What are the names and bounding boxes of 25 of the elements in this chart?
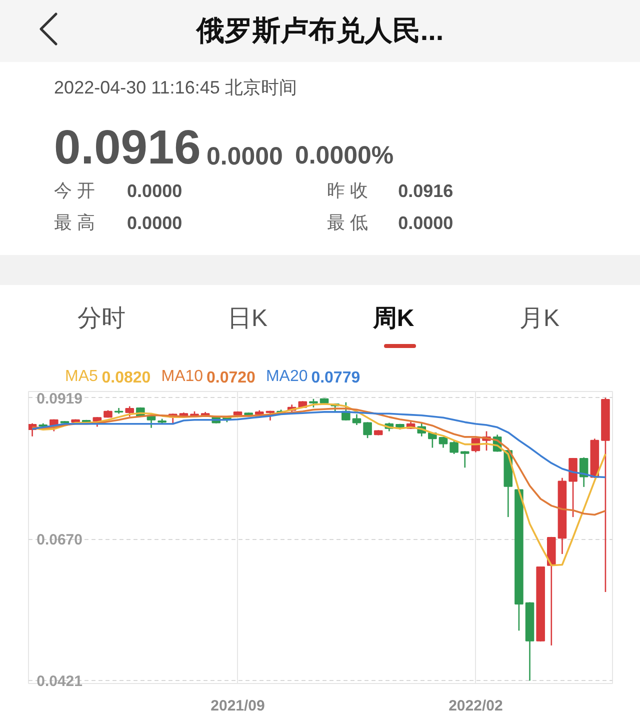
- text: 日K: [227, 305, 268, 332]
- text: 昨 收: [326, 180, 368, 200]
- x-tick-label: 2022/02: [448, 698, 503, 714]
- y-tick-label: 0.0421: [36, 673, 83, 690]
- text: 0.0000: [206, 142, 283, 170]
- text: 0.0916: [54, 122, 201, 174]
- text: 0.0916: [398, 181, 454, 201]
- text: 最 低: [326, 212, 368, 232]
- text: 周K: [372, 305, 415, 332]
- text: 0.0000: [127, 213, 182, 233]
- series-label: MA10 0.0720: [161, 368, 256, 386]
- y-tick-label: 0.0919: [36, 390, 83, 408]
- text: 今 开: [54, 180, 96, 200]
- x-tick-label: 2021/09: [210, 698, 265, 714]
- series-label: MA20 0.0779: [266, 368, 360, 386]
- chart-subtitle: 2022-04-30 11:16:45 北京时间: [54, 78, 297, 98]
- chart-title: 俄罗斯卢布兑人民...: [196, 14, 444, 48]
- y-tick-label: 0.0670: [36, 532, 83, 549]
- series-label: MA5 0.0820: [65, 368, 151, 386]
- text: 分时: [78, 305, 126, 332]
- text: 0.0000: [398, 213, 454, 233]
- text: 0.0000: [127, 181, 182, 201]
- text: 最 高: [54, 212, 96, 232]
- text: 月K: [519, 305, 560, 332]
- text: 0.0000%: [294, 142, 394, 170]
